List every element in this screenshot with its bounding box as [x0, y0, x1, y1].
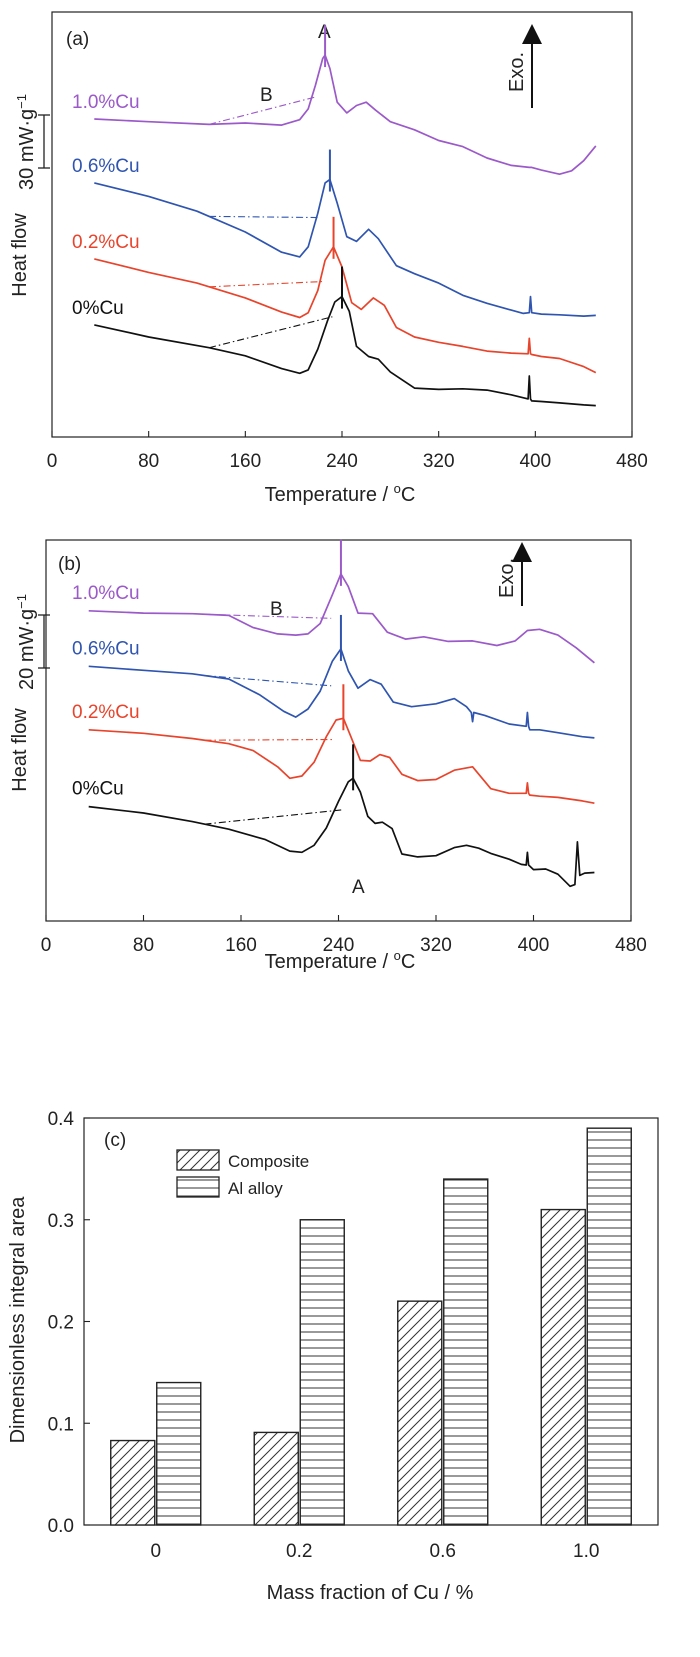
panel-b-exo-arrow: Exo.: [496, 542, 532, 606]
panel-a-exo-arrow: Exo.: [506, 24, 542, 108]
series-curve-06pctCu: [94, 178, 596, 317]
panel-c-label: (c): [104, 1130, 126, 1151]
series-label: 1.0%Cu: [72, 583, 140, 604]
x-tick-label: 0: [47, 451, 58, 472]
legend-label-composite: Composite: [228, 1152, 309, 1171]
x-tick-label: 80: [133, 935, 154, 956]
series-label: 0%Cu: [72, 779, 124, 800]
panel-b-x-axis-label: Temperature / oC: [265, 948, 416, 973]
panel-b-scale-bar-label: 20 mW·g−1: [14, 594, 38, 690]
panel-a-annotation-b: B: [260, 85, 273, 106]
series-label: 1.0%Cu: [72, 92, 140, 113]
x-tick-label: 160: [229, 451, 261, 472]
bar-al-alloy-1_0: [586, 1127, 632, 1526]
y-tick-label: 0.4: [48, 1109, 75, 1130]
x-tick-label: 400: [519, 451, 551, 472]
panel-b-chart: (b) 0 80 160 240 320 400 480 Temperature / oC Hea…: [9, 539, 647, 973]
panel-b-y-axis-label: Heat flow: [9, 708, 31, 792]
baseline-dash: [204, 674, 332, 687]
x-tick-label: 320: [423, 451, 455, 472]
baseline-dash: [209, 280, 324, 288]
series-curve-02pctCu: [88, 717, 595, 805]
x-tick-label: 480: [616, 451, 648, 472]
panel-c-y-axis: 0.0 0.1 0.2 0.3 0.4: [48, 1109, 90, 1537]
bar-composite-1_0: [540, 1208, 586, 1526]
panel-c-bars: [110, 1127, 632, 1526]
baseline-dash: [209, 215, 321, 219]
x-tick-label: 0.6: [430, 1541, 456, 1562]
x-tick-label: 80: [138, 451, 159, 472]
panel-b-annotation-a: A: [352, 877, 365, 898]
panel-a-frame: [51, 11, 633, 438]
bar-composite-0_6: [397, 1300, 443, 1526]
bar-composite-0_2: [253, 1431, 299, 1526]
x-tick-label: 320: [420, 935, 452, 956]
x-tick-label: 0: [150, 1541, 161, 1562]
series-label: 0%Cu: [72, 298, 124, 319]
series-curve-06pctCu: [88, 648, 595, 739]
series-curve-02pctCu: [94, 245, 597, 374]
series-label: 0.2%Cu: [72, 702, 140, 723]
x-tick-label: 0: [41, 935, 52, 956]
panel-a-exo-label: Exo.: [506, 52, 528, 92]
legend-swatch-al-alloy: [176, 1176, 220, 1198]
panel-b-exo-label: Exo.: [496, 558, 518, 598]
legend-label-al-alloy: Al alloy: [228, 1179, 283, 1198]
series-curve-10pctCu: [94, 54, 597, 176]
bar-al-alloy-0_6: [443, 1178, 489, 1526]
panel-a-x-axis-label: Temperature / oC: [265, 481, 416, 506]
series-curve-0pctCu: [88, 777, 595, 888]
panel-c-legend: Composite Al alloy: [176, 1149, 309, 1198]
x-tick-label: 160: [225, 935, 257, 956]
panel-c-y-axis-label: Dimensionless integral area: [7, 1196, 29, 1444]
x-tick-label: 0.2: [286, 1541, 312, 1562]
series-curve-10pctCu: [88, 573, 595, 664]
y-tick-label: 0.3: [48, 1211, 74, 1232]
panel-a-y-axis-label: Heat flow: [9, 213, 31, 297]
y-tick-label: 0.2: [48, 1313, 74, 1334]
series-curve-0pctCu: [94, 295, 596, 407]
panel-a-chart: (a) 0 80 160 240 320 400 480 Temperature / oC …: [9, 11, 648, 506]
panel-a-label: (a): [66, 29, 89, 50]
x-tick-label: 240: [323, 935, 355, 956]
series-label: 0.6%Cu: [72, 638, 140, 659]
panel-c-chart: (c) 0.0 0.1 0.2 0.3 0.4 0 0.2 0.6 1.0 Mass frac…: [7, 1109, 659, 1604]
series-label: 0.2%Cu: [72, 232, 140, 253]
panel-b-scale-bar: 20 mW·g−1: [14, 594, 50, 690]
panel-a-scale-bar: 30 mW·g−1: [14, 94, 50, 190]
baseline-dash: [208, 96, 316, 125]
x-tick-label: 400: [518, 935, 550, 956]
baseline-dash: [208, 316, 333, 349]
panel-b-label: (b): [58, 554, 81, 575]
panel-a-x-axis: 0 80 160 240 320 400 480: [47, 431, 648, 472]
legend-swatch-composite: [176, 1149, 220, 1171]
x-tick-label: 240: [326, 451, 358, 472]
y-tick-label: 0.1: [48, 1414, 74, 1435]
bar-composite-0: [110, 1439, 156, 1526]
bar-al-alloy-0_2: [299, 1219, 345, 1526]
x-tick-label: 1.0: [573, 1541, 599, 1562]
panel-a-series-group: 1.0%Cu 0.6%Cu 0.2%Cu 0%Cu: [72, 25, 597, 407]
panel-c-x-axis-label: Mass fraction of Cu / %: [267, 1582, 474, 1604]
panel-c-x-axis: 0 0.2 0.6 1.0: [150, 1541, 599, 1562]
bar-al-alloy-0: [156, 1381, 202, 1526]
x-tick-label: 480: [615, 935, 647, 956]
panel-a-scale-bar-label: 30 mW·g−1: [14, 94, 38, 190]
baseline-dash: [204, 738, 334, 741]
panel-b-series-group: 1.0%Cu 0.6%Cu 0.2%Cu 0%Cu: [72, 539, 595, 888]
panel-b-x-axis: 0 80 160 240 320 400 480: [41, 915, 647, 956]
panel-b-annotation-b: B: [270, 599, 283, 620]
baseline-dash: [204, 809, 344, 825]
y-tick-label: 0.0: [48, 1516, 74, 1537]
series-label: 0.6%Cu: [72, 156, 140, 177]
